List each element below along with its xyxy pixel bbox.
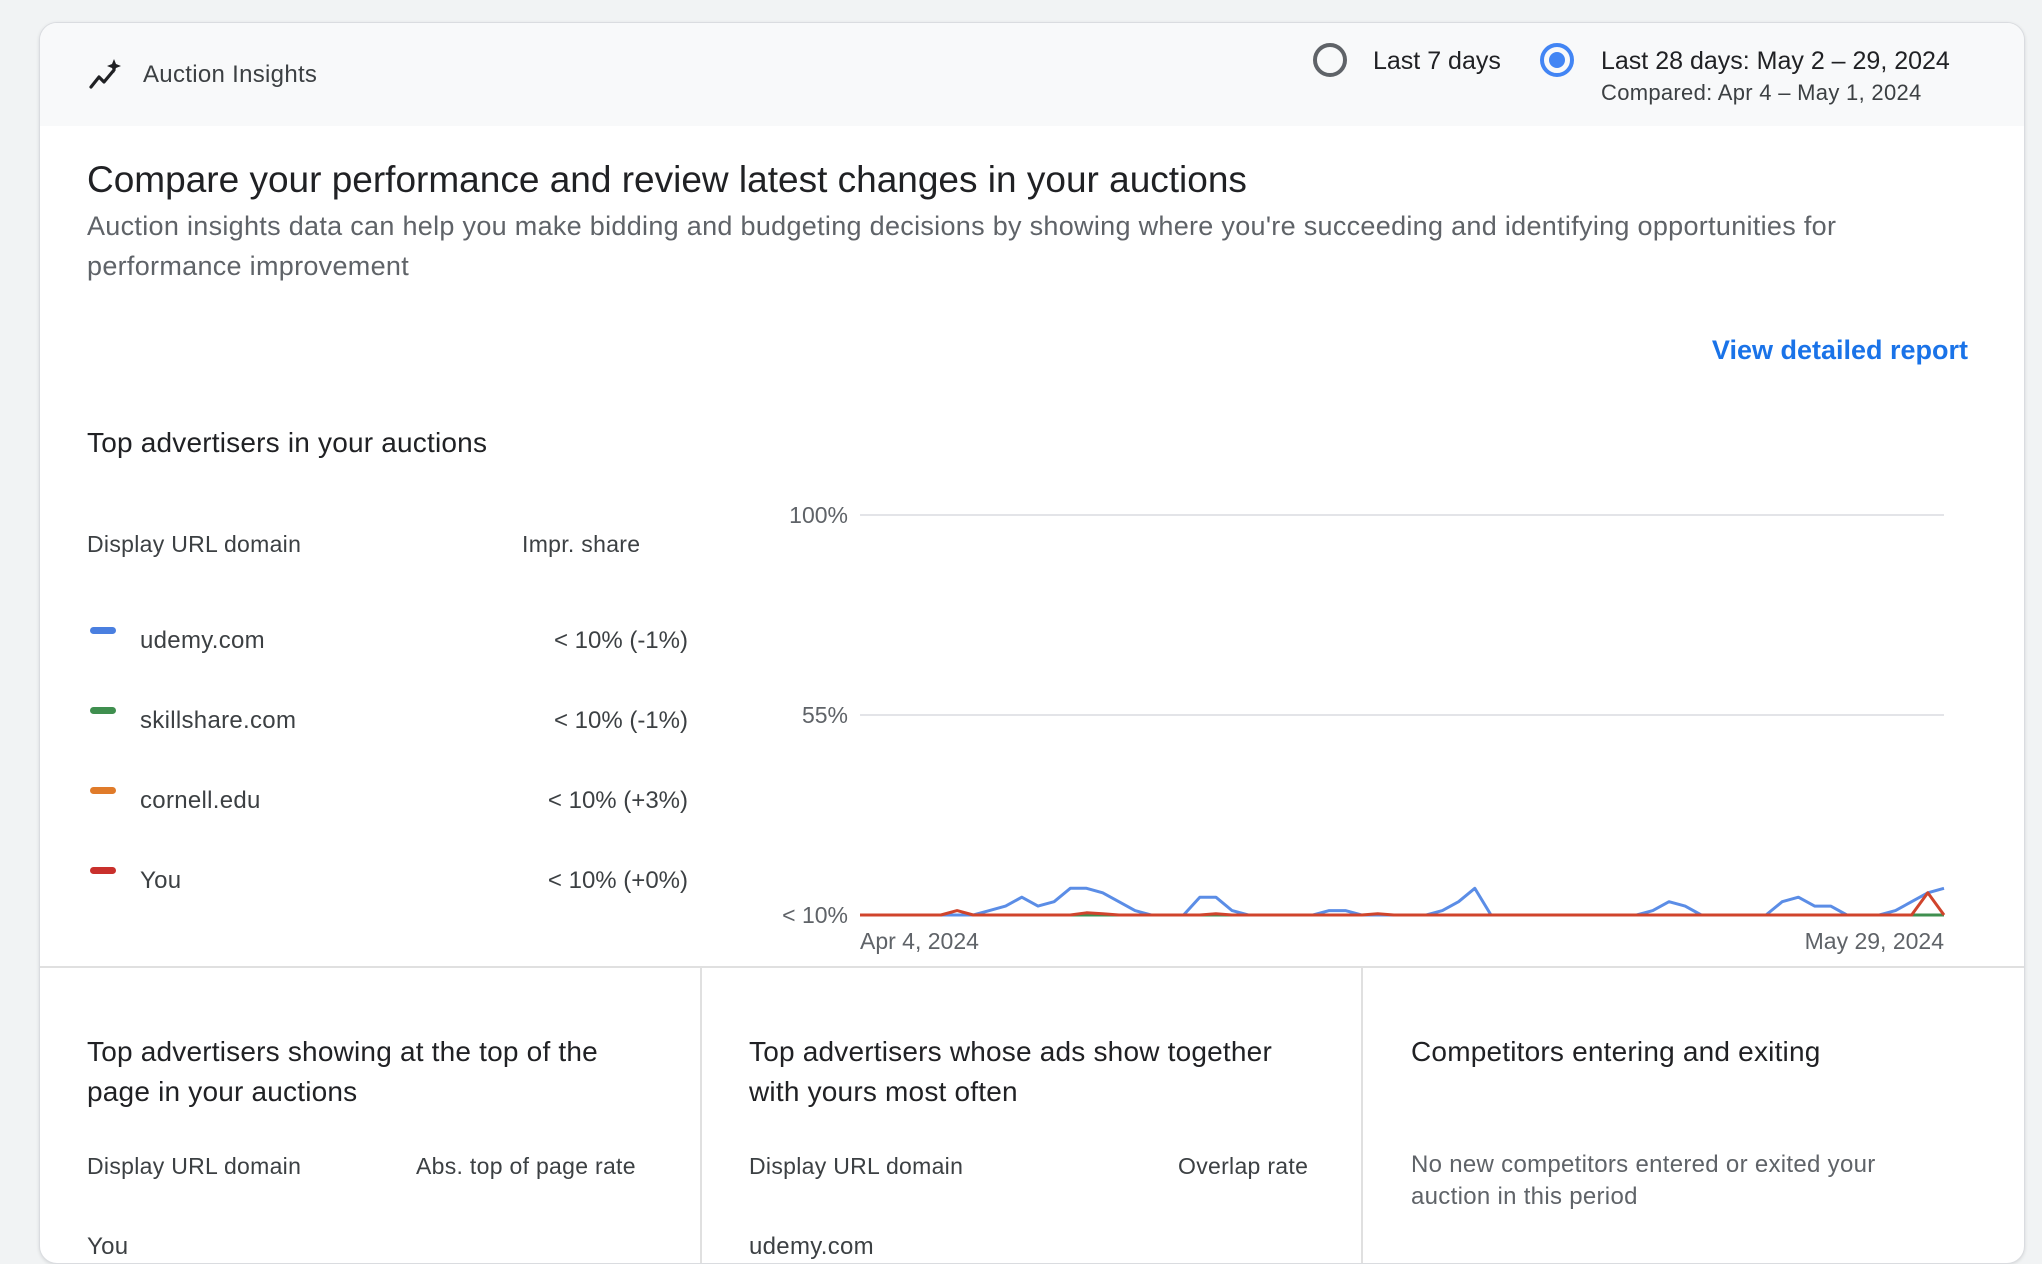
x-tick-label: Apr 4, 2024: [860, 928, 979, 954]
y-tick-label: < 10%: [782, 902, 848, 928]
impression-share-chart: 100% 55% < 10% Apr 4, 2024 May 29, 2024: [782, 502, 1946, 954]
header-title: Auction Insights: [143, 61, 318, 88]
last-28-days-radio[interactable]: [1540, 43, 1574, 77]
series-line-you: [860, 891, 1946, 917]
compared-range-label: Compared: Apr 4 – May 1, 2024: [1601, 80, 1922, 105]
card-header: Auction Insights Last 7 days Last 28 day…: [40, 23, 2024, 126]
section-divider: [40, 966, 2024, 968]
y-tick-label: 55%: [802, 702, 848, 728]
y-tick-label: 100%: [789, 502, 848, 528]
competitors-message-line2: auction in this period: [1411, 1183, 1638, 1210]
last-7-days-radio[interactable]: [1313, 43, 1347, 77]
page-title: Compare your performance and review late…: [87, 159, 1247, 200]
table-row: udemy.com: [749, 1233, 874, 1260]
advertiser-domain: udemy.com: [140, 627, 265, 654]
legend-swatch-skillshare: [90, 707, 116, 714]
advertiser-share: < 10% (-1%): [553, 707, 688, 734]
page-description: Auction insights data can help you make …: [87, 211, 1837, 281]
overlap-title-line1: Top advertisers whose ads show together: [749, 1036, 1272, 1067]
competitors-message-line1: No new competitors entered or exited you…: [1411, 1151, 1876, 1178]
column-divider: [1361, 966, 1363, 1263]
domain-column-header: Display URL domain: [87, 1153, 302, 1179]
legend-swatch-cornell: [90, 787, 116, 794]
legend-swatch-you: [90, 867, 116, 874]
advertiser-share: < 10% (+0%): [547, 867, 688, 894]
last-28-days-label[interactable]: Last 28 days: May 2 – 29, 2024: [1601, 47, 1950, 75]
legend-swatch-udemy: [90, 627, 116, 634]
impr-share-column-header: Impr. share: [522, 531, 641, 557]
domain-column-header: Display URL domain: [87, 531, 302, 557]
overlap-rate-column-header: Overlap rate: [1178, 1153, 1309, 1179]
advertiser-domain: skillshare.com: [140, 707, 297, 734]
auction-insights-card: Auction Insights Last 7 days Last 28 day…: [39, 22, 2025, 1264]
advertiser-domain: cornell.edu: [140, 787, 261, 814]
advertiser-share: < 10% (-1%): [553, 627, 688, 654]
competitors-title: Competitors entering and exiting: [1411, 1036, 1821, 1067]
advertiser-domain: You: [140, 867, 182, 894]
sparkle-trend-icon: [89, 59, 121, 89]
advertiser-share: < 10% (+3%): [547, 787, 688, 814]
domain-column-header: Display URL domain: [749, 1153, 964, 1179]
overlap-title-line2: with yours most often: [749, 1076, 1018, 1107]
last-7-days-label[interactable]: Last 7 days: [1373, 47, 1501, 75]
x-tick-label: May 29, 2024: [1805, 928, 1945, 954]
top-of-page-title-line1: Top advertisers showing at the top of th…: [87, 1036, 598, 1067]
view-detailed-report-link[interactable]: View detailed report: [1711, 335, 1968, 365]
series-line-udemy-com: [860, 886, 1945, 917]
column-divider: [700, 966, 702, 1263]
abs-top-rate-column-header: Abs. top of page rate: [416, 1153, 636, 1179]
table-row: You: [87, 1233, 129, 1260]
top-of-page-title-line2: page in your auctions: [87, 1076, 358, 1107]
top-advertisers-title: Top advertisers in your auctions: [87, 427, 488, 458]
